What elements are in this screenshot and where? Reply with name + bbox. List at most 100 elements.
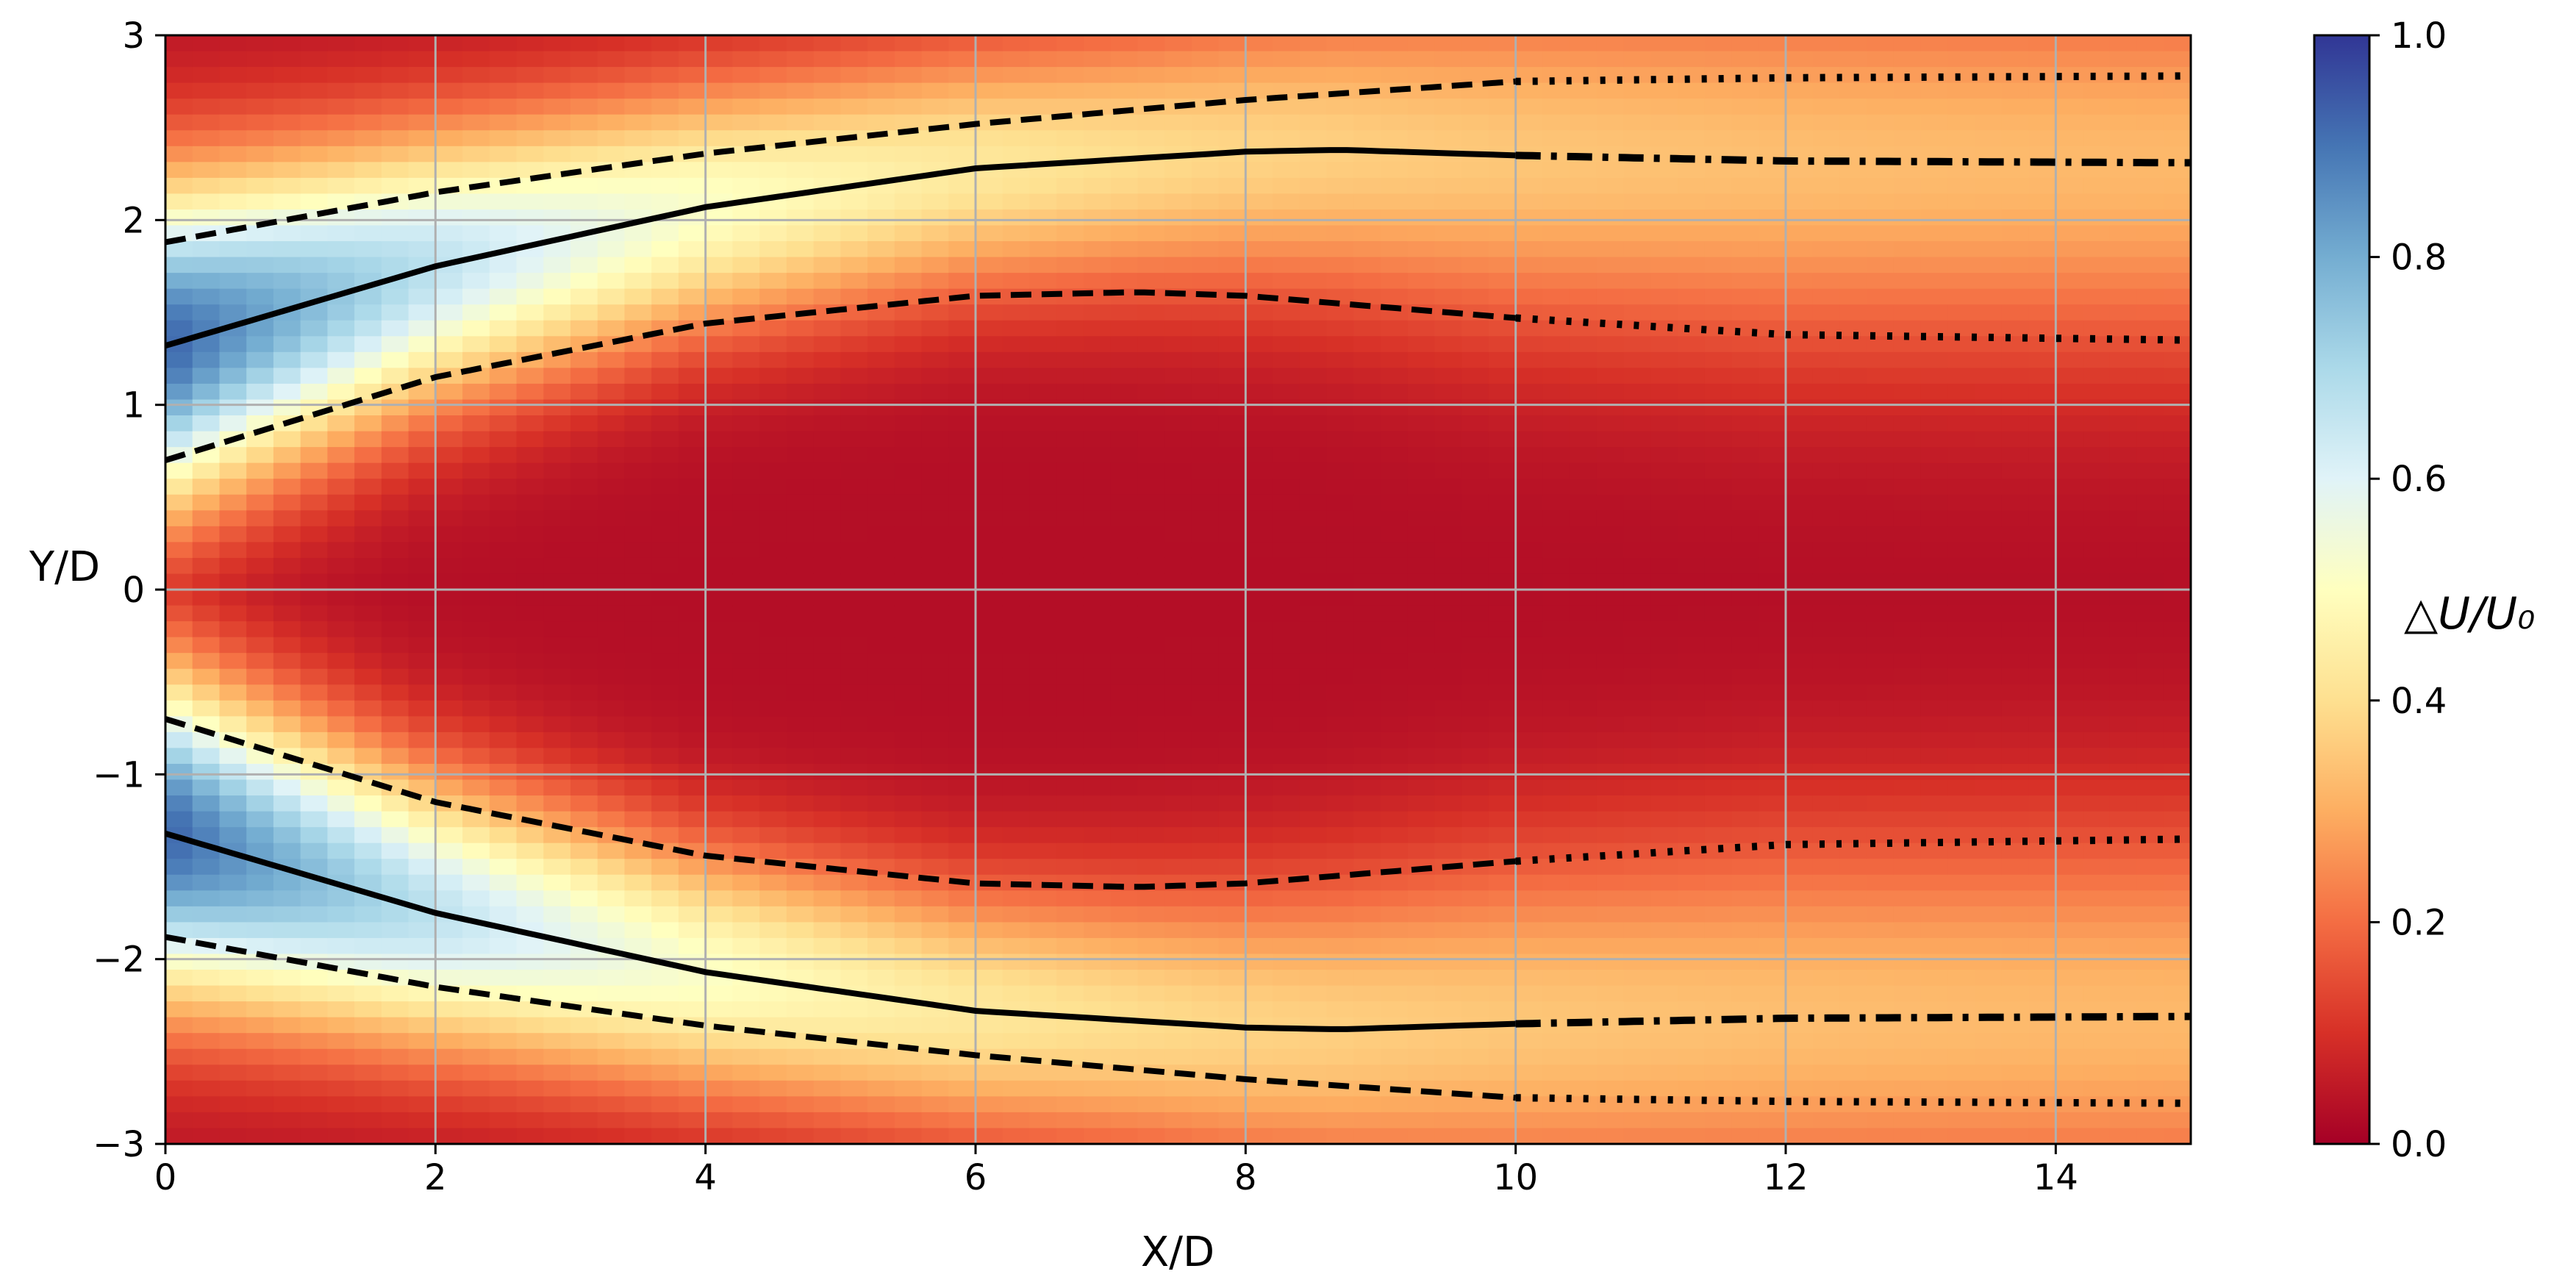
- heatmap-cell: [1353, 700, 1381, 718]
- heatmap-cell: [570, 399, 598, 416]
- heatmap-cell: [840, 590, 868, 607]
- heatmap-cell: [1920, 1128, 1949, 1144]
- heatmap-cell: [1623, 716, 1652, 733]
- heatmap-cell: [273, 590, 301, 607]
- heatmap-cell: [813, 731, 842, 749]
- heatmap-cell: [948, 763, 976, 781]
- heatmap-cell: [408, 1080, 437, 1098]
- heatmap-cell: [219, 67, 247, 84]
- heatmap-cell: [219, 82, 247, 99]
- heatmap-cell: [1002, 954, 1031, 970]
- heatmap-cell: [1704, 1001, 1733, 1018]
- heatmap-cell: [1488, 51, 1517, 68]
- heatmap-cell: [1596, 462, 1625, 479]
- heatmap-cell: [948, 82, 976, 99]
- heatmap-cell: [381, 700, 409, 718]
- heatmap-cell: [1326, 447, 1355, 464]
- heatmap-cell: [759, 954, 787, 970]
- heatmap-cell: [597, 573, 626, 590]
- heatmap-cell: [2056, 573, 2083, 590]
- heatmap-cell: [1218, 336, 1247, 353]
- heatmap-cell: [2056, 304, 2083, 321]
- heatmap-cell: [219, 462, 247, 479]
- heatmap-cell: [1029, 99, 1057, 115]
- heatmap-cell: [840, 510, 868, 527]
- heatmap-cell: [1002, 526, 1031, 543]
- heatmap-cell: [1731, 985, 1760, 1002]
- heatmap-cell: [219, 573, 247, 590]
- heatmap-cell: [1191, 241, 1220, 258]
- heatmap-cell: [1110, 225, 1139, 242]
- heatmap-cell: [867, 795, 895, 812]
- heatmap-cell: [624, 1017, 652, 1034]
- heatmap-cell: [570, 906, 598, 923]
- heatmap-cell: [570, 985, 598, 1002]
- heatmap-cell: [219, 874, 247, 892]
- heatmap-cell: [1975, 526, 2003, 543]
- heatmap-cell: [921, 273, 950, 290]
- heatmap-cell: [1867, 35, 1895, 52]
- heatmap-cell: [516, 890, 545, 907]
- heatmap-cell: [597, 114, 626, 132]
- heatmap-cell: [1947, 748, 1975, 765]
- heatmap-cell: [1623, 288, 1652, 306]
- heatmap-cell: [435, 273, 463, 290]
- heatmap-cell: [1893, 937, 1922, 955]
- heatmap-cell: [1975, 431, 2003, 448]
- heatmap-cell: [246, 1128, 274, 1144]
- heatmap-cell: [1678, 510, 1706, 527]
- heatmap-cell: [1650, 590, 1678, 607]
- heatmap-cell: [948, 811, 976, 828]
- heatmap-cell: [1975, 193, 2003, 210]
- heatmap-cell: [705, 130, 734, 147]
- heatmap-cell: [300, 573, 329, 590]
- heatmap-cell: [381, 462, 409, 479]
- heatmap-cell: [408, 146, 437, 163]
- heatmap-cell: [840, 383, 868, 401]
- heatmap-cell: [1596, 336, 1625, 353]
- heatmap-cell: [813, 1017, 842, 1034]
- heatmap-cell: [354, 542, 382, 559]
- heatmap-cell: [381, 731, 409, 749]
- heatmap-cell: [1759, 890, 1786, 907]
- heatmap-cell: [976, 922, 1003, 939]
- heatmap-cell: [165, 621, 193, 638]
- heatmap-cell: [543, 447, 571, 464]
- heatmap-cell: [408, 922, 437, 939]
- heatmap-cell: [1461, 494, 1489, 512]
- heatmap-cell: [1759, 811, 1786, 828]
- heatmap-cell: [1812, 35, 1841, 52]
- heatmap-cell: [435, 399, 463, 416]
- heatmap-cell: [165, 748, 193, 765]
- heatmap-cell: [867, 288, 895, 306]
- heatmap-cell: [1326, 209, 1355, 226]
- heatmap-cell: [273, 1096, 301, 1113]
- heatmap-cell: [1947, 684, 1975, 701]
- heatmap-cell: [1570, 51, 1598, 68]
- heatmap-cell: [1650, 557, 1678, 575]
- heatmap-cell: [300, 1033, 329, 1050]
- heatmap-cell: [1353, 177, 1381, 195]
- heatmap-cell: [1164, 526, 1192, 543]
- heatmap-cell: [1110, 684, 1139, 701]
- heatmap-cell: [273, 842, 301, 860]
- heatmap-cell: [1515, 700, 1544, 718]
- heatmap-cell: [327, 795, 355, 812]
- heatmap-cell: [1326, 273, 1355, 290]
- heatmap-cell: [1893, 605, 1922, 622]
- heatmap-cell: [408, 637, 437, 654]
- heatmap-cell: [1650, 51, 1678, 68]
- heatmap-cell: [1759, 668, 1786, 686]
- heatmap-cell: [1191, 827, 1220, 844]
- heatmap-cell: [165, 510, 193, 527]
- heatmap-cell: [1596, 431, 1625, 448]
- heatmap-cell: [1002, 99, 1031, 115]
- heatmap-cell: [2056, 937, 2083, 955]
- heatmap-cell: [1434, 842, 1462, 860]
- heatmap-cell: [1273, 970, 1300, 987]
- heatmap-cell: [1596, 1033, 1625, 1050]
- heatmap-cell: [840, 447, 868, 464]
- heatmap-cell: [1812, 1048, 1841, 1066]
- heatmap-cell: [1273, 273, 1300, 290]
- heatmap-cell: [1407, 1128, 1436, 1144]
